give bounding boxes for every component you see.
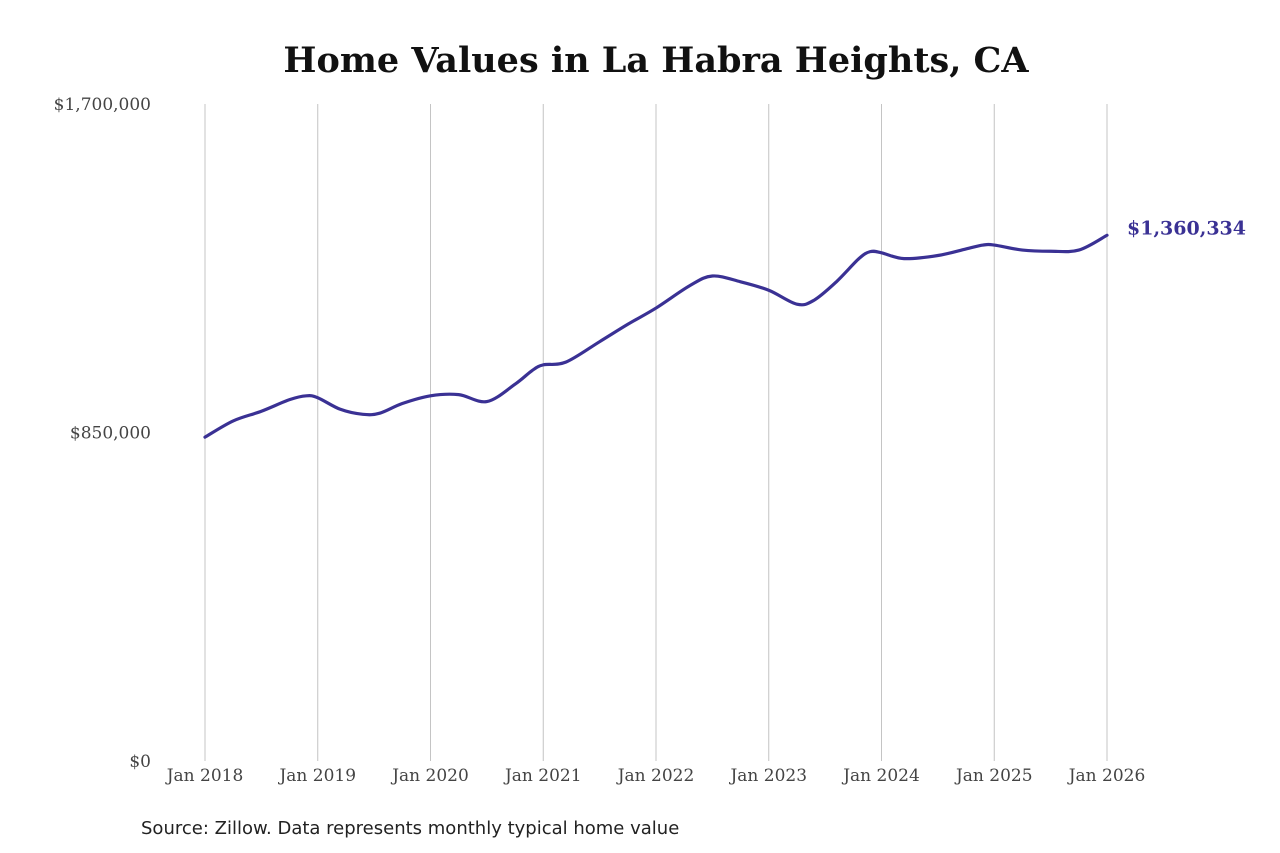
x-tick-label: Jan 2021: [503, 766, 582, 786]
y-tick-label: $1,700,000: [54, 95, 151, 115]
x-axis-tick-labels: Jan 2018 Jan 2019 Jan 2020 Jan 2021 Jan 2022…: [165, 766, 1146, 786]
source-note: Source: Zillow. Data represents monthly …: [141, 818, 679, 839]
chart-title: Home Values in La Habra Heights, CA: [283, 40, 1029, 81]
vertical-gridlines: [204, 104, 1108, 761]
y-axis-tick-labels: $0 $850,000 $1,700,000: [54, 95, 151, 772]
x-tick-label: Jan 2025: [954, 766, 1033, 786]
y-tick-label: $0: [129, 752, 151, 772]
x-tick-label: Jan 2026: [1067, 766, 1146, 786]
x-tick-label: Jan 2020: [390, 766, 469, 786]
x-tick-label: Jan 2024: [841, 766, 920, 786]
x-tick-label: Jan 2023: [728, 766, 807, 786]
x-tick-label: Jan 2019: [277, 766, 356, 786]
x-tick-label: Jan 2018: [165, 766, 244, 786]
home-value-series-line: [203, 233, 1109, 439]
y-tick-label: $850,000: [70, 424, 151, 444]
latest-value-label: $1,360,334: [1127, 217, 1246, 239]
x-tick-label: Jan 2022: [616, 766, 695, 786]
